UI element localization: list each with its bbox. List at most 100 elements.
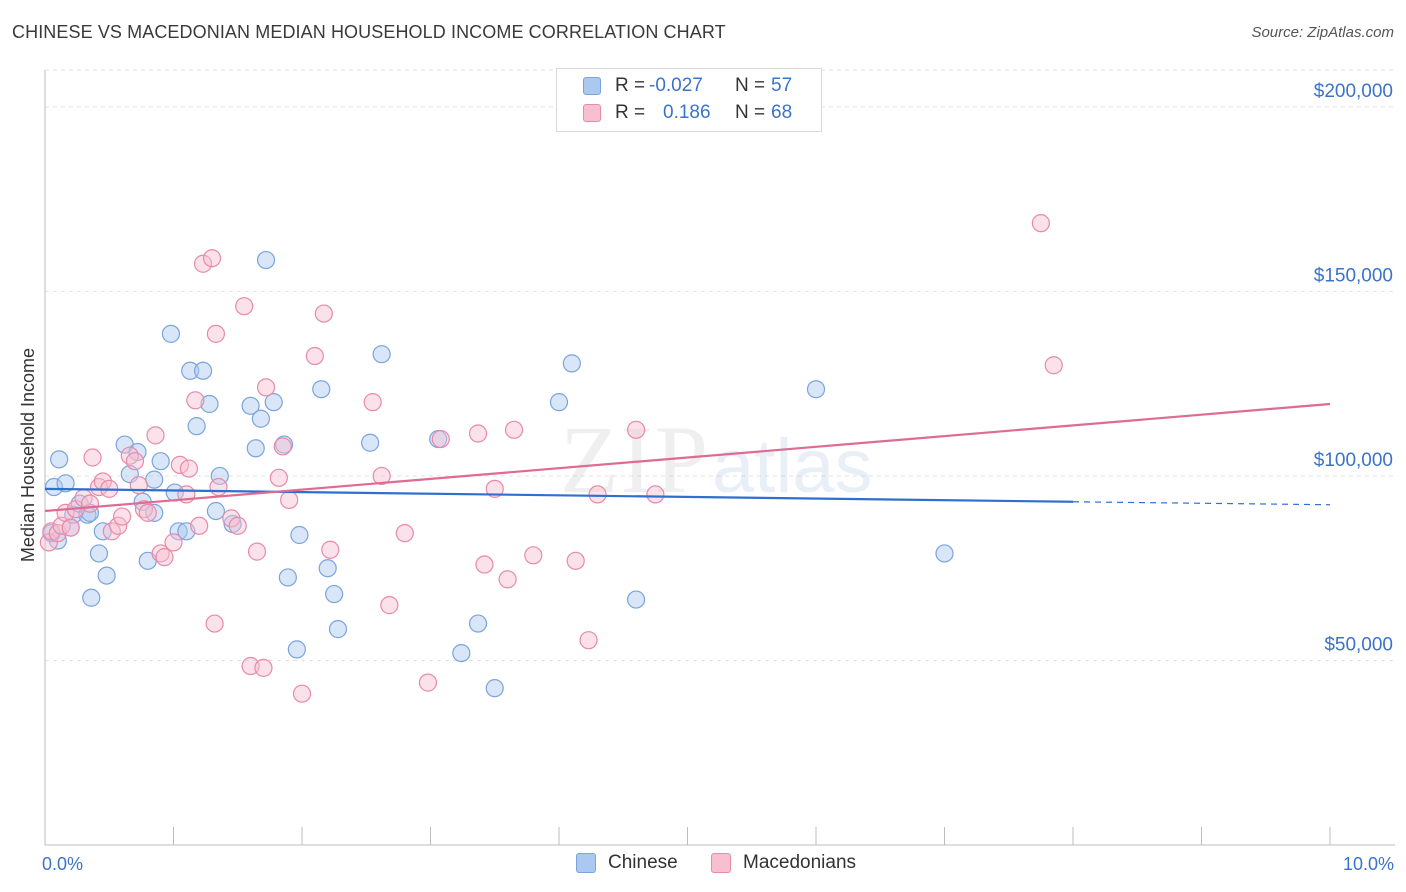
data-point-chinese: [97, 566, 116, 585]
legend-n-value: 57: [771, 75, 793, 96]
data-point-macedonians: [80, 494, 100, 513]
data-point-chinese: [145, 470, 164, 489]
data-point-macedonians: [120, 446, 139, 465]
data-point-chinese: [181, 361, 200, 380]
x-tick-labels: 0.0% 10.0%: [42, 854, 1394, 874]
data-point-macedonians: [42, 522, 61, 541]
bottom-legend-swatch-macedonians: [711, 853, 731, 873]
data-point-macedonians: [193, 254, 213, 273]
axes: [44, 70, 1395, 846]
data-point-macedonians: [112, 507, 132, 526]
data-point-macedonians: [372, 466, 391, 486]
bottom-legend-label-macedonians: Macedonians: [743, 852, 857, 873]
y-axis-label: Median Household Income: [18, 348, 38, 562]
data-point-macedonians: [475, 555, 494, 574]
legend-r-label: R =: [615, 75, 646, 96]
data-point-macedonians: [579, 631, 598, 650]
data-point-macedonians: [292, 684, 312, 703]
data-point-macedonians: [1044, 356, 1063, 375]
data-point-chinese: [246, 439, 265, 458]
data-point-macedonians: [305, 346, 324, 366]
legend-n-label: N =: [735, 102, 766, 123]
data-point-macedonians: [504, 420, 524, 439]
x-tick-label: 0.0%: [42, 854, 83, 874]
data-point-chinese: [562, 354, 581, 373]
data-point-macedonians: [1031, 214, 1050, 233]
data-point-macedonians: [179, 459, 199, 478]
data-point-chinese: [468, 614, 488, 633]
data-point-macedonians: [363, 393, 382, 412]
data-point-macedonians: [431, 429, 450, 449]
data-point-macedonians: [61, 518, 80, 537]
data-point-macedonians: [256, 378, 276, 397]
data-point-macedonians: [209, 477, 228, 497]
y-tick-label: $150,000: [1314, 265, 1393, 286]
data-point-macedonians: [524, 546, 543, 565]
data-point-macedonians: [280, 490, 299, 510]
watermark-atlas: atlas: [712, 424, 873, 509]
data-point-chinese: [48, 531, 67, 550]
bottom-legend-chinese: Chinese: [576, 852, 696, 876]
data-point-chinese: [325, 584, 344, 604]
grid-lines: [45, 69, 1395, 661]
data-point-macedonians: [254, 658, 273, 677]
legend-swatch-macedonians: [583, 104, 601, 122]
data-point-macedonians: [321, 540, 340, 559]
data-point-macedonians: [485, 479, 504, 498]
trend-line-macedonians: [44, 402, 1331, 513]
data-point-macedonians: [146, 426, 165, 445]
data-point-chinese: [200, 394, 219, 414]
data-point-macedonians: [626, 420, 646, 439]
data-point-macedonians: [418, 673, 438, 692]
correlation-legend: R = -0.027 N = 57 R = 0.186 N = 68: [556, 68, 822, 132]
data-point-macedonians: [646, 485, 665, 504]
legend-n-value: 68: [771, 102, 793, 123]
data-point-macedonians: [164, 533, 183, 552]
data-point-macedonians: [83, 448, 102, 467]
data-point-macedonians: [205, 614, 224, 633]
data-points: [39, 214, 1063, 703]
bottom-legend-label-chinese: Chinese: [608, 852, 678, 873]
data-point-chinese: [82, 588, 101, 607]
y-tick-label: $200,000: [1314, 81, 1393, 102]
data-point-chinese: [549, 393, 569, 412]
chart-source: Source: ZipAtlas.com: [1251, 24, 1394, 41]
data-point-macedonians: [588, 485, 607, 504]
data-point-chinese: [278, 568, 297, 587]
data-point-chinese: [452, 643, 471, 663]
data-point-chinese: [935, 544, 954, 563]
chart-title: CHINESE VS MACEDONIAN MEDIAN HOUSEHOLD I…: [12, 22, 726, 42]
data-point-macedonians: [155, 548, 174, 567]
data-point-macedonians: [468, 424, 488, 443]
data-point-chinese: [485, 679, 504, 698]
data-point-chinese: [169, 522, 188, 541]
watermark: ZIP atlas: [560, 406, 873, 513]
data-point-macedonians: [228, 516, 247, 535]
data-point-chinese: [89, 544, 109, 563]
data-point-chinese: [328, 620, 348, 639]
data-point-chinese: [44, 477, 64, 497]
data-point-chinese: [161, 324, 181, 343]
data-point-macedonians: [109, 516, 128, 535]
data-point-macedonians: [125, 452, 145, 471]
y-tick-label: $100,000: [1314, 450, 1393, 471]
data-point-macedonians: [273, 437, 292, 456]
data-point-macedonians: [395, 524, 414, 543]
legend-row-macedonians: R = 0.186 N = 68: [557, 100, 821, 126]
data-point-chinese: [50, 450, 69, 469]
y-tick-labels: $50,000 $100,000 $150,000 $200,000: [1314, 81, 1393, 656]
x-tick-label: 10.0%: [1343, 854, 1394, 874]
data-point-macedonians: [186, 391, 205, 410]
data-point-chinese: [318, 559, 337, 578]
trend-line-chinese: [44, 487, 1074, 503]
data-point-chinese: [626, 590, 646, 609]
data-point-chinese: [256, 250, 276, 270]
trend-lines: [44, 402, 1331, 513]
legend-n-label: N =: [735, 75, 766, 96]
data-point-macedonians: [190, 516, 209, 535]
data-point-chinese: [264, 393, 283, 412]
data-point-chinese: [241, 396, 260, 415]
data-point-macedonians: [206, 324, 226, 343]
data-point-macedonians: [314, 304, 333, 323]
